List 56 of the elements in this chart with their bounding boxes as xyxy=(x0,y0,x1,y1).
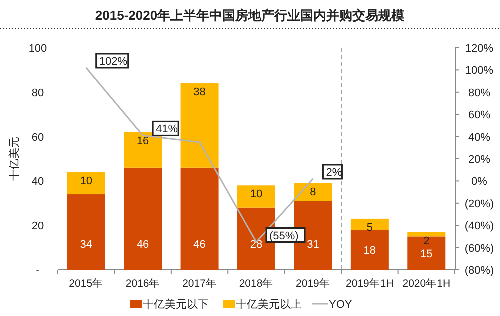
y2-tick-label: (60%) xyxy=(464,242,494,255)
bar xyxy=(124,168,162,270)
bar xyxy=(67,194,106,270)
data-label: 18 xyxy=(364,245,376,258)
data-label: 10 xyxy=(250,188,263,201)
data-label: 38 xyxy=(194,86,206,99)
y-axis-title: 十亿美元 xyxy=(8,137,21,181)
data-label: 34 xyxy=(80,239,92,251)
x-tick-label: 2017年 xyxy=(182,278,217,290)
y-tick-label: - xyxy=(36,265,40,277)
data-label: (55%) xyxy=(270,230,299,242)
data-label: 41% xyxy=(156,124,178,136)
x-tick-label: 2015年 xyxy=(69,278,104,290)
x-tick-label: 2019年1H xyxy=(346,278,394,290)
data-label: 15 xyxy=(420,248,433,260)
y2-tick-label: 80% xyxy=(468,87,491,100)
legend-label: 十亿美元以下 xyxy=(143,298,209,311)
x-tick-label: 2018年 xyxy=(239,278,274,290)
y2-tick-label: 100% xyxy=(465,65,494,78)
bar xyxy=(180,84,219,168)
x-tick-label: 2016年 xyxy=(126,278,160,290)
y2-tick-label: (40%) xyxy=(464,220,494,233)
y2-tick-label: 60% xyxy=(468,110,491,122)
data-label: 46 xyxy=(194,239,206,251)
legend-label: YOY xyxy=(329,299,353,311)
bar xyxy=(67,172,106,195)
x-tick-label: 2020年1H xyxy=(402,278,451,290)
data-label: 5 xyxy=(366,222,373,234)
data-label: 46 xyxy=(136,239,150,251)
y2-tick-label: 120% xyxy=(465,43,494,55)
y-tick-label: 60 xyxy=(32,132,44,144)
data-label: 31 xyxy=(307,239,320,251)
y2-tick-label: 40% xyxy=(468,132,491,144)
data-label: 28 xyxy=(250,239,263,251)
y-tick-label: 80 xyxy=(32,87,44,100)
bar xyxy=(350,218,389,230)
data-label: 2% xyxy=(326,166,342,179)
y2-tick-label: 0% xyxy=(472,176,488,188)
data-label: 2 xyxy=(424,235,430,248)
y-tick-label: 100 xyxy=(28,43,48,55)
bar xyxy=(238,186,276,208)
x-tick-label: 2019年 xyxy=(296,278,330,290)
data-label: 10 xyxy=(80,175,92,188)
y2-tick-label: 20% xyxy=(468,154,491,166)
legend-label: 十亿美元以上 xyxy=(236,298,302,311)
y2-tick-label: (20%) xyxy=(464,198,494,210)
y-tick-label: 40 xyxy=(32,176,44,188)
data-label: 16 xyxy=(136,135,150,148)
data-label: 102% xyxy=(99,56,128,68)
data-label: 8 xyxy=(310,186,316,198)
y-tick-label: 20 xyxy=(32,220,44,233)
y2-tick-label: (80%) xyxy=(464,265,494,277)
chart-title: 2015-2020年上半年中国房地产行业国内并购交易规模 xyxy=(95,8,405,23)
bar xyxy=(124,132,162,168)
bar xyxy=(180,168,219,270)
bar xyxy=(408,232,446,237)
